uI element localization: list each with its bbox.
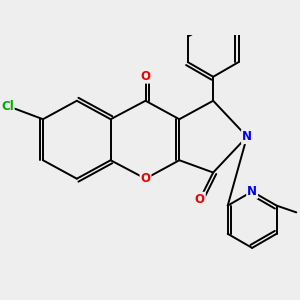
Text: N: N xyxy=(242,130,252,143)
Text: O: O xyxy=(140,70,151,83)
Text: Cl: Cl xyxy=(1,100,14,113)
Text: N: N xyxy=(247,185,257,198)
Text: O: O xyxy=(140,172,151,185)
Text: O: O xyxy=(195,193,205,206)
